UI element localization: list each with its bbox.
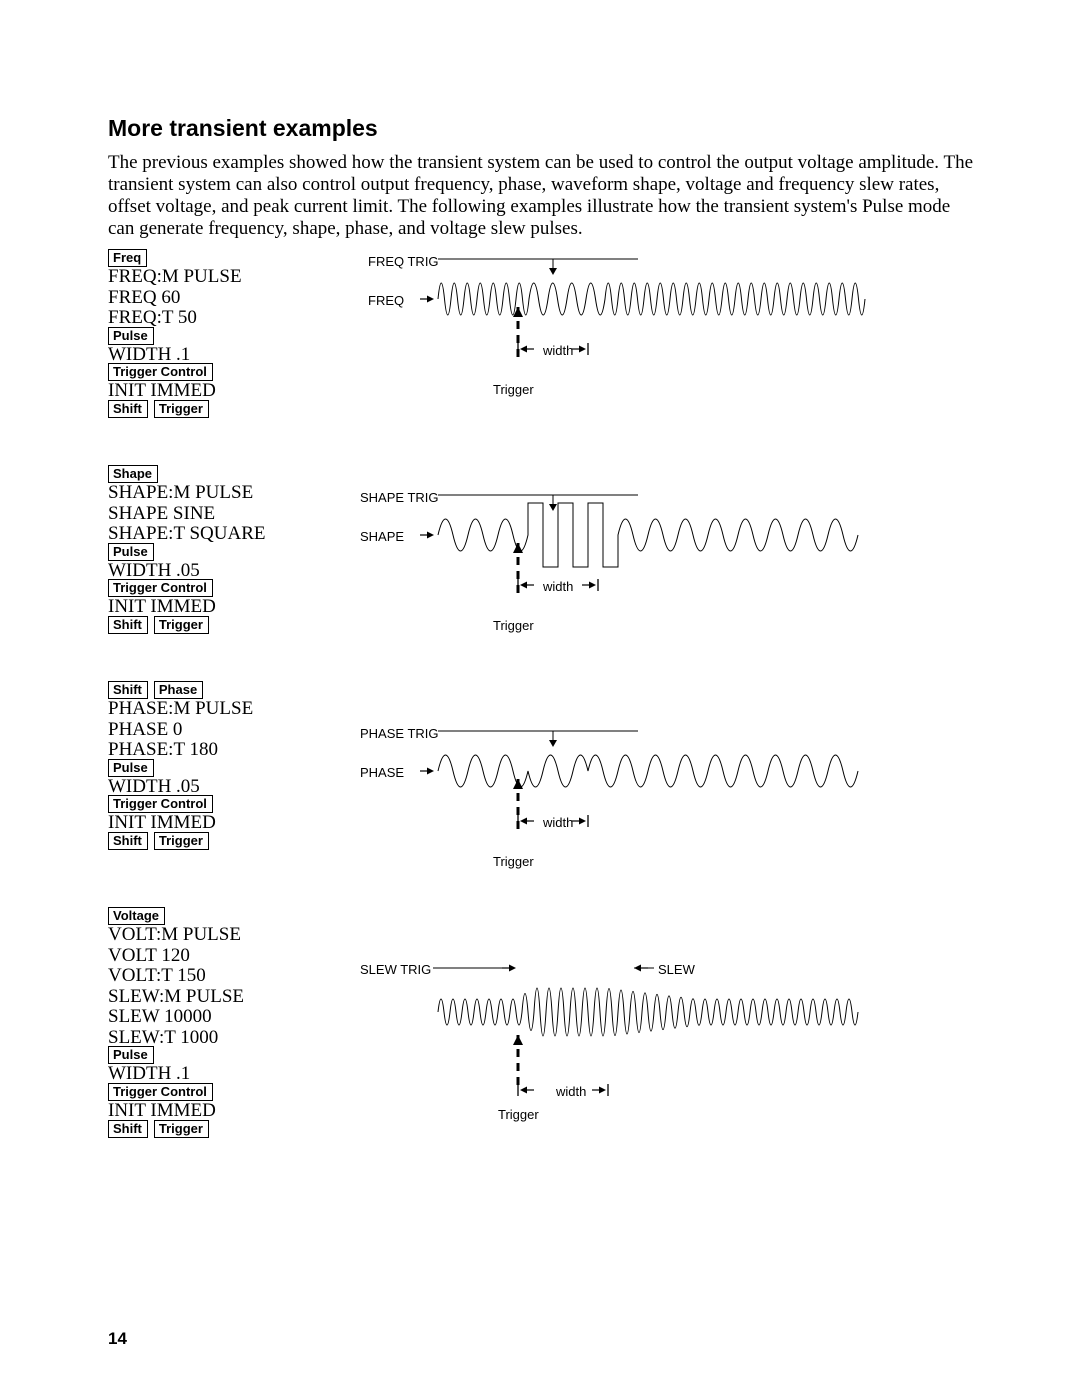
example-phase: Shift Phase PHASE:M PULSE PHASE 0 PHASE:T… — [108, 681, 980, 891]
cmd: WIDTH .05 — [108, 561, 348, 582]
cmd: FREQ:M PULSE — [108, 267, 348, 288]
label-phase-trig: PHASE TRIG — [360, 726, 439, 741]
cmd: WIDTH .1 — [108, 1064, 348, 1085]
page-number: 14 — [108, 1329, 127, 1349]
section-title: More transient examples — [108, 115, 980, 142]
cmd: INIT IMMED — [108, 1101, 348, 1122]
key-shift: Shift — [108, 616, 148, 634]
intro-paragraph: The previous examples showed how the tra… — [108, 152, 980, 239]
label-freq: FREQ — [368, 293, 404, 308]
example-voltage: Voltage VOLT:M PULSE VOLT 120 VOLT:T 150… — [108, 907, 980, 1167]
cmd: PHASE:M PULSE — [108, 699, 348, 720]
diagram-shape: SHAPE TRIG SHAPE width Trigger — [338, 485, 868, 635]
label-shape-trig: SHAPE TRIG — [360, 490, 439, 505]
key-trigger: Trigger — [154, 616, 209, 634]
cmd: WIDTH .05 — [108, 777, 348, 798]
cmd: SLEW:M PULSE — [108, 987, 348, 1008]
key-freq: Freq — [108, 249, 147, 267]
page: More transient examples The previous exa… — [0, 0, 1080, 1397]
diagram-freq: FREQ TRIG FREQ width Trigger — [338, 249, 868, 399]
label-slew: SLEW — [658, 962, 695, 977]
cmd: SLEW 10000 — [108, 1007, 348, 1028]
waveform-phase-svg — [338, 721, 868, 871]
cmd: PHASE:T 180 — [108, 740, 348, 761]
key-pulse: Pulse — [108, 327, 154, 345]
label-slew-trig: SLEW TRIG — [360, 962, 431, 977]
key-shift: Shift — [108, 400, 148, 418]
cmd: VOLT:M PULSE — [108, 925, 348, 946]
cmd: VOLT 120 — [108, 946, 348, 967]
key-pulse: Pulse — [108, 1046, 154, 1064]
label-width: width — [543, 579, 573, 594]
waveform-freq-svg — [338, 249, 868, 399]
label-freq-trig: FREQ TRIG — [368, 254, 439, 269]
example-freq: Freq FREQ:M PULSE FREQ 60 FREQ:T 50 Puls… — [108, 249, 980, 449]
label-width: width — [543, 815, 573, 830]
key-phase: Phase — [154, 681, 203, 699]
key-voltage: Voltage — [108, 907, 165, 925]
label-trigger: Trigger — [493, 854, 534, 869]
key-trigger: Trigger — [154, 400, 209, 418]
cmd: INIT IMMED — [108, 381, 348, 402]
diagram-phase: PHASE TRIG PHASE width Trigger — [338, 721, 868, 871]
cmd: VOLT:T 150 — [108, 966, 348, 987]
key-shift: Shift — [108, 1120, 148, 1138]
label-trigger: Trigger — [498, 1107, 539, 1122]
key-trigger-control: Trigger Control — [108, 363, 213, 381]
waveform-shape-svg — [338, 485, 868, 635]
cmd: FREQ 60 — [108, 288, 348, 309]
key-trigger-control: Trigger Control — [108, 579, 213, 597]
key-shift: Shift — [108, 681, 148, 699]
key-trigger: Trigger — [154, 832, 209, 850]
cmd: SHAPE:M PULSE — [108, 483, 348, 504]
cmd: INIT IMMED — [108, 597, 348, 618]
diagram-voltage: SLEW TRIG SLEW width Trigger — [338, 942, 868, 1122]
example-shape: Shape SHAPE:M PULSE SHAPE SINE SHAPE:T S… — [108, 465, 980, 665]
cmd: SHAPE SINE — [108, 504, 348, 525]
key-shape: Shape — [108, 465, 158, 483]
label-shape: SHAPE — [360, 529, 404, 544]
label-width: width — [556, 1084, 586, 1099]
key-trigger: Trigger — [154, 1120, 209, 1138]
cmd: SHAPE:T SQUARE — [108, 524, 348, 545]
key-pulse: Pulse — [108, 543, 154, 561]
key-pulse: Pulse — [108, 759, 154, 777]
label-phase: PHASE — [360, 765, 404, 780]
cmd: SLEW:T 1000 — [108, 1028, 348, 1049]
cmd: INIT IMMED — [108, 813, 348, 834]
cmd: PHASE 0 — [108, 720, 348, 741]
label-trigger: Trigger — [493, 382, 534, 397]
key-trigger-control: Trigger Control — [108, 1083, 213, 1101]
cmd: FREQ:T 50 — [108, 308, 348, 329]
label-trigger: Trigger — [493, 618, 534, 633]
key-shift: Shift — [108, 832, 148, 850]
label-width: width — [543, 343, 573, 358]
key-trigger-control: Trigger Control — [108, 795, 213, 813]
cmd: WIDTH .1 — [108, 345, 348, 366]
